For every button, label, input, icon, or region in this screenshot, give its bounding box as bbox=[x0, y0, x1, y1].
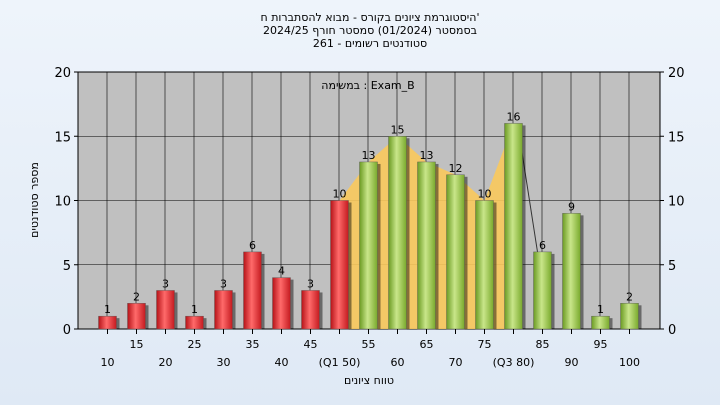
bar-20 bbox=[156, 290, 175, 330]
bar-65 bbox=[417, 161, 436, 330]
x-tick-label-40: 40 bbox=[275, 356, 289, 369]
x-tick-label-95: 95 bbox=[594, 338, 608, 351]
x-tick-label-60: 60 bbox=[391, 356, 405, 369]
x-axis: 10 15 20 25 30 35 40 45(Q1 50)55 60 65 70 75(Q3 80)… bbox=[101, 329, 640, 369]
y-tick-label-right: 20 bbox=[668, 66, 685, 81]
bar-50 bbox=[330, 200, 349, 330]
x-tick-label-80: (Q3 80) bbox=[493, 356, 535, 369]
bar-85 bbox=[533, 251, 552, 330]
bar-75 bbox=[475, 200, 494, 330]
x-tick-label-45: 45 bbox=[304, 338, 318, 351]
value-label-20: 3 bbox=[162, 277, 169, 290]
value-label-55: 13 bbox=[362, 149, 376, 162]
value-label-10: 1 bbox=[104, 303, 111, 316]
bar-25 bbox=[185, 315, 204, 330]
x-tick-label-25: 25 bbox=[188, 338, 202, 351]
title-line-3: סטודנטים רשומים - 261 bbox=[313, 37, 427, 50]
value-label-45: 3 bbox=[307, 277, 314, 290]
x-tick-label-30: 30 bbox=[217, 356, 231, 369]
y-tick-label-right: 5 bbox=[668, 259, 676, 274]
value-label-90: 9 bbox=[568, 200, 575, 213]
value-label-40: 4 bbox=[278, 265, 285, 278]
bar-90 bbox=[562, 213, 581, 330]
chart-title: היסטוגרמת ציונים בקורס - מבוא להסתברות ח… bbox=[261, 11, 480, 50]
value-label-15: 2 bbox=[133, 290, 140, 303]
x-tick-label-55: 55 bbox=[362, 338, 376, 351]
y-tick-label-right: 0 bbox=[668, 323, 676, 338]
bar-80 bbox=[504, 123, 523, 330]
bar-55 bbox=[359, 161, 378, 330]
value-label-100: 2 bbox=[626, 290, 633, 303]
value-label-75: 10 bbox=[478, 188, 492, 201]
x-tick-label-75: 75 bbox=[478, 338, 492, 351]
y-tick-label-right: 15 bbox=[668, 130, 685, 145]
y-tick-label-left: 5 bbox=[63, 259, 71, 274]
value-label-25: 1 bbox=[191, 303, 198, 316]
y-tick-label-right: 10 bbox=[668, 195, 685, 210]
x-tick-label-90: 90 bbox=[565, 356, 579, 369]
x-tick-label-70: 70 bbox=[449, 356, 463, 369]
y-tick-label-left: 0 bbox=[63, 323, 71, 338]
x-axis-label: טווח ציונים bbox=[344, 374, 394, 387]
bar-60 bbox=[388, 136, 407, 330]
value-label-60: 15 bbox=[391, 123, 405, 136]
y-axis-label: מספר סטודנטים bbox=[28, 162, 41, 238]
x-tick-label-100: 100 bbox=[619, 356, 640, 369]
value-label-30: 3 bbox=[220, 277, 227, 290]
bar-95 bbox=[591, 315, 610, 330]
value-label-65: 13 bbox=[420, 149, 434, 162]
x-tick-label-10: 10 bbox=[101, 356, 115, 369]
x-tick-label-65: 65 bbox=[420, 338, 434, 351]
title-line-2: בסמסטר (01/2024) סמסטר חורף 2024/25 bbox=[263, 24, 477, 37]
y-tick-label-left: 20 bbox=[54, 66, 71, 81]
y-tick-label-left: 10 bbox=[54, 195, 71, 210]
value-label-80: 16 bbox=[507, 110, 521, 123]
bars bbox=[98, 123, 642, 330]
bar-35 bbox=[243, 251, 262, 330]
x-tick-label-35: 35 bbox=[246, 338, 260, 351]
x-tick-label-50: (Q1 50) bbox=[319, 356, 361, 369]
bar-45 bbox=[301, 290, 320, 330]
value-label-35: 6 bbox=[249, 239, 256, 252]
bar-70 bbox=[446, 174, 465, 330]
bar-10 bbox=[98, 315, 117, 330]
title-line-1: היסטוגרמת ציונים בקורס - מבוא להסתברות ח… bbox=[261, 11, 480, 24]
bar-40 bbox=[272, 277, 291, 330]
bar-15 bbox=[127, 303, 146, 330]
value-label-70: 12 bbox=[449, 162, 463, 175]
value-label-50: 10 bbox=[333, 188, 347, 201]
x-tick-label-20: 20 bbox=[159, 356, 173, 369]
y-tick-label-left: 15 bbox=[54, 130, 71, 145]
value-label-95: 1 bbox=[597, 303, 604, 316]
x-tick-label-85: 85 bbox=[536, 338, 550, 351]
value-label-85: 6 bbox=[539, 239, 546, 252]
x-tick-label-15: 15 bbox=[130, 338, 144, 351]
bar-30 bbox=[214, 290, 233, 330]
y-axis-left: 0 5 10 15 20 bbox=[54, 66, 78, 338]
legend-label: במשימה : Exam_B bbox=[321, 79, 414, 92]
bar-100 bbox=[620, 303, 639, 330]
y-axis-right: 0 5 10 15 20 bbox=[660, 66, 685, 338]
